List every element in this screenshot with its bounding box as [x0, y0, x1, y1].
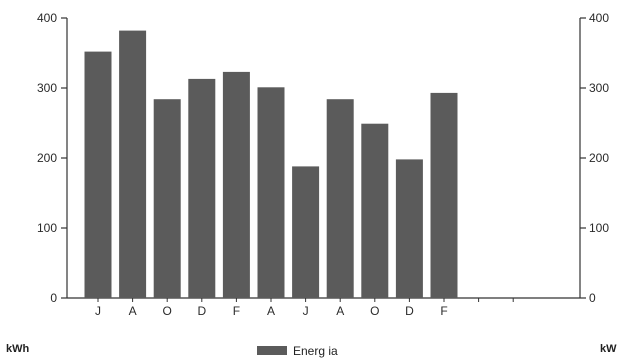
y-left-tick-label: 100 [37, 221, 57, 235]
y-left-unit-label: kWh [6, 343, 30, 355]
bar [430, 92, 458, 299]
bar [361, 123, 389, 298]
x-tick-label: J [303, 304, 309, 318]
y-right-tick-label: 400 [589, 11, 609, 25]
bar [326, 99, 354, 298]
y-left-tick-label: 300 [37, 81, 57, 95]
x-tick-label: A [267, 304, 275, 318]
bar [257, 87, 285, 298]
y-right-tick-label: 300 [589, 81, 609, 95]
y-left-tick-label: 400 [37, 11, 57, 25]
x-tick-label: O [370, 304, 379, 318]
legend-label: Energ ia [293, 344, 338, 358]
x-tick-label: O [163, 304, 172, 318]
x-tick-label: F [233, 304, 240, 318]
x-tick-label: D [197, 304, 206, 318]
bar [188, 78, 216, 299]
x-tick-label: A [129, 304, 137, 318]
legend: Energ ia [257, 344, 338, 358]
bar [84, 51, 112, 298]
bar [153, 99, 181, 298]
bars [84, 30, 458, 299]
bar [222, 71, 250, 299]
x-tick-label: D [405, 304, 414, 318]
y-right-unit-label: kW [600, 343, 617, 355]
x-tick-label: J [95, 304, 101, 318]
bar [292, 166, 320, 298]
bar [119, 30, 147, 298]
y-tick-labels: 0 0 100 100 200 200 300 300 400 400 [37, 11, 609, 305]
bar [395, 159, 423, 298]
y-left-tick-label: 0 [50, 291, 57, 305]
x-tick-label: A [336, 304, 344, 318]
axes [61, 17, 586, 302]
x-tick-label: F [440, 304, 447, 318]
y-right-tick-label: 100 [589, 221, 609, 235]
legend-swatch [257, 346, 287, 355]
y-right-tick-label: 200 [589, 151, 609, 165]
y-left-tick-label: 200 [37, 151, 57, 165]
y-right-tick-label: 0 [589, 291, 596, 305]
